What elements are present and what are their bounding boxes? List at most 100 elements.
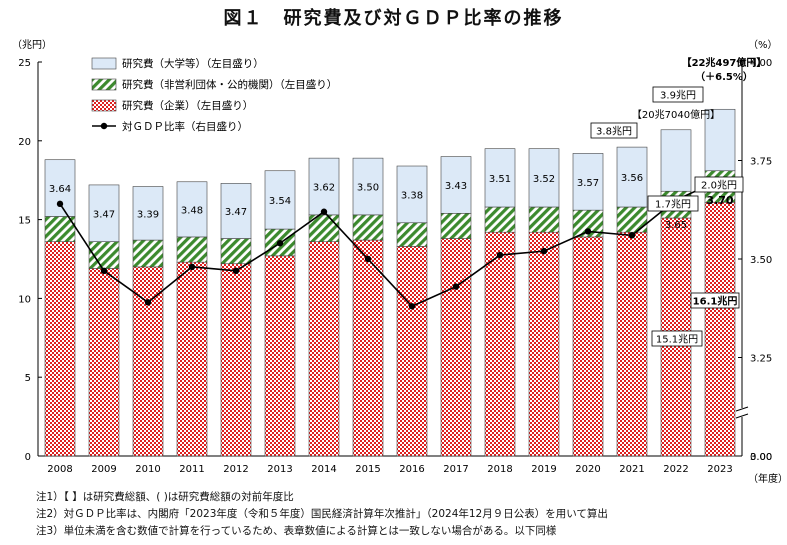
right-axis-unit: （%） xyxy=(748,39,778,51)
bar-segment-university xyxy=(176,181,208,238)
x-tick-label: 2009 xyxy=(91,464,116,475)
nonprofit-2023-label: 2.0兆円 xyxy=(701,180,737,192)
gdp-ratio-label: 3.56 xyxy=(621,173,643,184)
nonprofit-2023-label-box xyxy=(694,176,744,193)
bar-segment-corporate xyxy=(396,246,428,457)
gdp-ratio-point xyxy=(232,267,240,275)
x-tick-label: 2020 xyxy=(575,464,600,475)
legend-swatch xyxy=(91,99,117,112)
gdp-ratio-point xyxy=(408,303,416,310)
gdp-ratio-point xyxy=(276,240,284,247)
gdp-ratio-label: 3.54 xyxy=(269,196,291,207)
left-tick-label: 10 xyxy=(18,294,31,305)
gdp-ratio-point xyxy=(452,283,460,290)
left-tick-label: 5 xyxy=(25,373,31,384)
gdp-ratio-label: 3.62 xyxy=(313,183,335,194)
bar-segment-corporate xyxy=(44,241,76,457)
x-tick-label: 2010 xyxy=(135,464,160,475)
gdp-ratio-label: 3.38 xyxy=(401,190,423,201)
gdp-ratio-point xyxy=(540,247,548,255)
legend-label: 研究費（非営利団体・公的機関）（左目盛り） xyxy=(122,78,337,91)
total-2022-label: 【20兆7040億円】 xyxy=(632,108,720,121)
corp-2022-label-box xyxy=(651,330,703,347)
bar-segment-corporate xyxy=(484,231,516,457)
x-tick-label: 2016 xyxy=(399,464,424,475)
legend-label: 対ＧＤＰ比率（右目盛り） xyxy=(122,120,248,133)
gdp-ratio-label: 3.43 xyxy=(445,181,467,192)
right-tick-label: 3.00 xyxy=(750,452,772,463)
gdp-ratio-point xyxy=(628,232,636,239)
gdp-ratio-label: 3.48 xyxy=(181,205,203,216)
legend-marker xyxy=(100,122,108,130)
univ-2022-label-box xyxy=(590,122,638,139)
bar-segment-university xyxy=(528,148,560,208)
bar-segment-university xyxy=(308,157,340,216)
gdp-ratio-point xyxy=(496,251,504,259)
bar-segment-university xyxy=(88,184,120,242)
bar-segment-nonprofit xyxy=(88,241,120,269)
gdp-ratio-label: 3.52 xyxy=(533,174,555,185)
bar-segment-university xyxy=(660,129,692,192)
bar-segment-nonprofit xyxy=(220,238,252,265)
univ-2023-label: 3.9兆円 xyxy=(660,90,696,102)
x-tick-label: 2013 xyxy=(267,464,292,475)
bar-segment-corporate xyxy=(264,255,296,457)
bar-segment-nonprofit xyxy=(396,222,428,247)
x-tick-label: 2019 xyxy=(531,464,556,475)
bar-segment-corporate xyxy=(440,238,472,457)
gdp-ratio-label: 3.47 xyxy=(93,209,115,220)
bar-segment-university xyxy=(220,183,252,239)
gdp-ratio-label: 3.65 xyxy=(665,220,687,231)
bar-segment-nonprofit xyxy=(616,206,648,233)
x-tick-label: 2018 xyxy=(487,464,512,475)
bar-segment-corporate xyxy=(88,268,120,457)
right-tick-label: 0.00 xyxy=(750,452,772,463)
chart-title: 図１ 研究費及び対ＧＤＰ比率の推移 xyxy=(223,8,564,29)
axis-break xyxy=(736,408,748,417)
bar-segment-corporate xyxy=(528,231,560,457)
gdp-ratio-point xyxy=(584,228,592,235)
bar-segment-nonprofit xyxy=(44,216,76,242)
legend-swatch xyxy=(91,78,117,91)
gdp-ratio-label: 3.50 xyxy=(357,183,379,194)
nonprofit-2022-label-box xyxy=(647,195,699,212)
bar-segment-university xyxy=(616,146,648,208)
bar-segment-corporate xyxy=(220,263,252,457)
gdp-ratio-label: 3.57 xyxy=(577,178,599,189)
bar-segment-nonprofit xyxy=(484,206,516,233)
bar-segment-nonprofit xyxy=(528,206,560,233)
x-tick-label: 2022 xyxy=(663,464,688,475)
bar-segment-corporate xyxy=(176,261,208,457)
bar-segment-university xyxy=(704,108,736,172)
corp-2023-label-box xyxy=(690,292,740,309)
bar-segment-university xyxy=(484,148,516,208)
x-tick-label: 2008 xyxy=(47,464,72,475)
note-3: 注3）単位未満を含む数値で計算を行っているため、表章数値による計算とは一致しない… xyxy=(36,525,557,537)
left-tick-label: 15 xyxy=(18,216,31,227)
axis-break-mark xyxy=(735,406,749,412)
univ-2023-label-box xyxy=(652,86,704,103)
gdp-ratio-point xyxy=(100,267,108,275)
change-2023-label: （＋6.5%） xyxy=(695,70,753,83)
bar-segment-nonprofit xyxy=(352,214,384,241)
x-tick-label: 2014 xyxy=(311,464,336,475)
gdp-ratio-point xyxy=(364,255,372,263)
bar-segment-university xyxy=(396,165,428,224)
left-axis-unit: （兆円） xyxy=(12,39,52,51)
gdp-ratio-label: 3.64 xyxy=(49,184,71,195)
bar-segment-university xyxy=(572,153,604,211)
x-tick-label: 2017 xyxy=(443,464,468,475)
note-2: 注2）対ＧＤＰ比率は、内閣府「2023年度（令和５年度）国民経済計算年次推計」（… xyxy=(36,508,608,520)
bar-segment-corporate xyxy=(616,231,648,457)
gdp-ratio-point xyxy=(144,299,152,306)
corp-2022-label: 15.1兆円 xyxy=(656,334,698,346)
gdp-ratio-label: 3.47 xyxy=(225,207,247,218)
right-tick-label: 3.25 xyxy=(750,354,772,365)
x-axis-title: （年度） xyxy=(748,472,787,485)
left-tick-label: 0 xyxy=(25,452,31,463)
bar-segment-corporate xyxy=(308,241,340,457)
bar-segment-corporate xyxy=(352,239,384,457)
right-tick-label: 4.00 xyxy=(750,58,772,69)
x-tick-label: 2023 xyxy=(707,464,732,475)
